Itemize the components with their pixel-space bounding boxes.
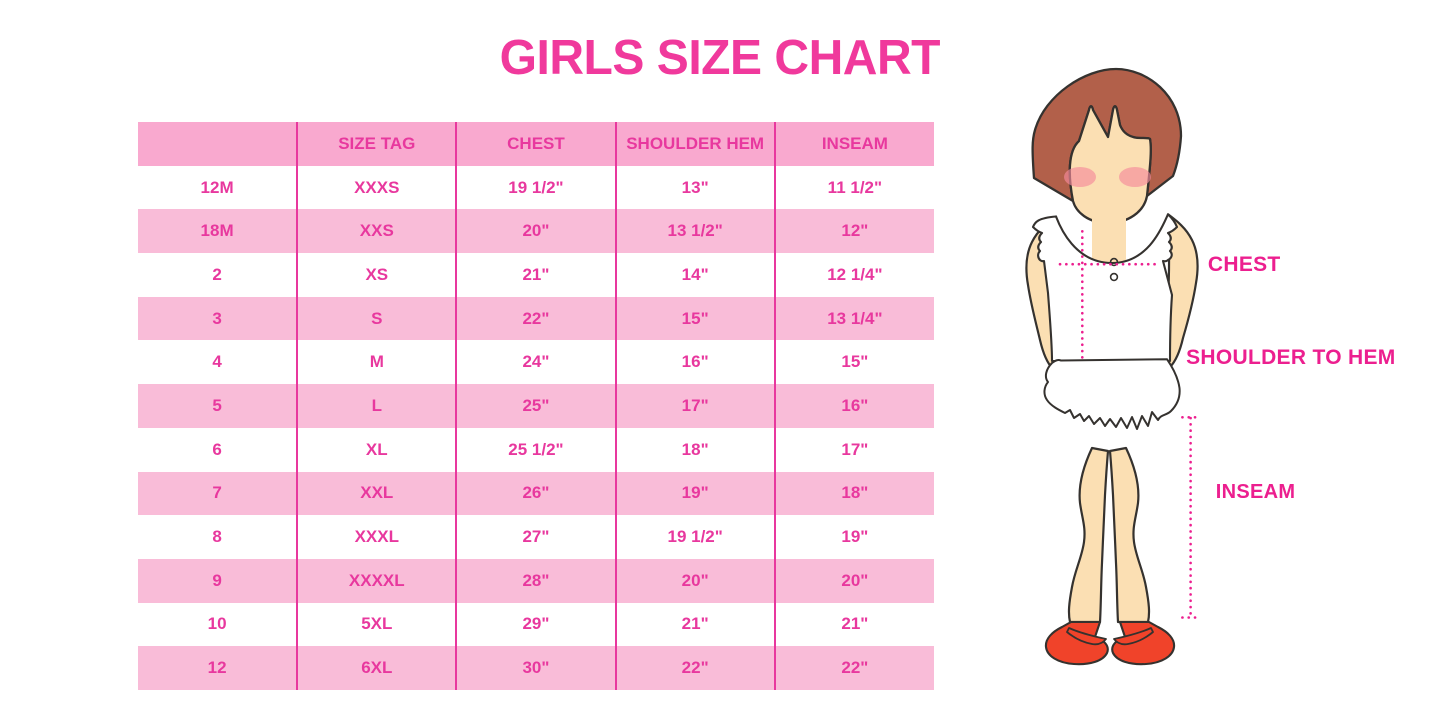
svg-text:SHOULDER TO HEM: SHOULDER TO HEM xyxy=(1186,346,1395,369)
svg-text:CHEST: CHEST xyxy=(1208,253,1281,276)
svg-text:INSEAM: INSEAM xyxy=(1216,481,1296,503)
